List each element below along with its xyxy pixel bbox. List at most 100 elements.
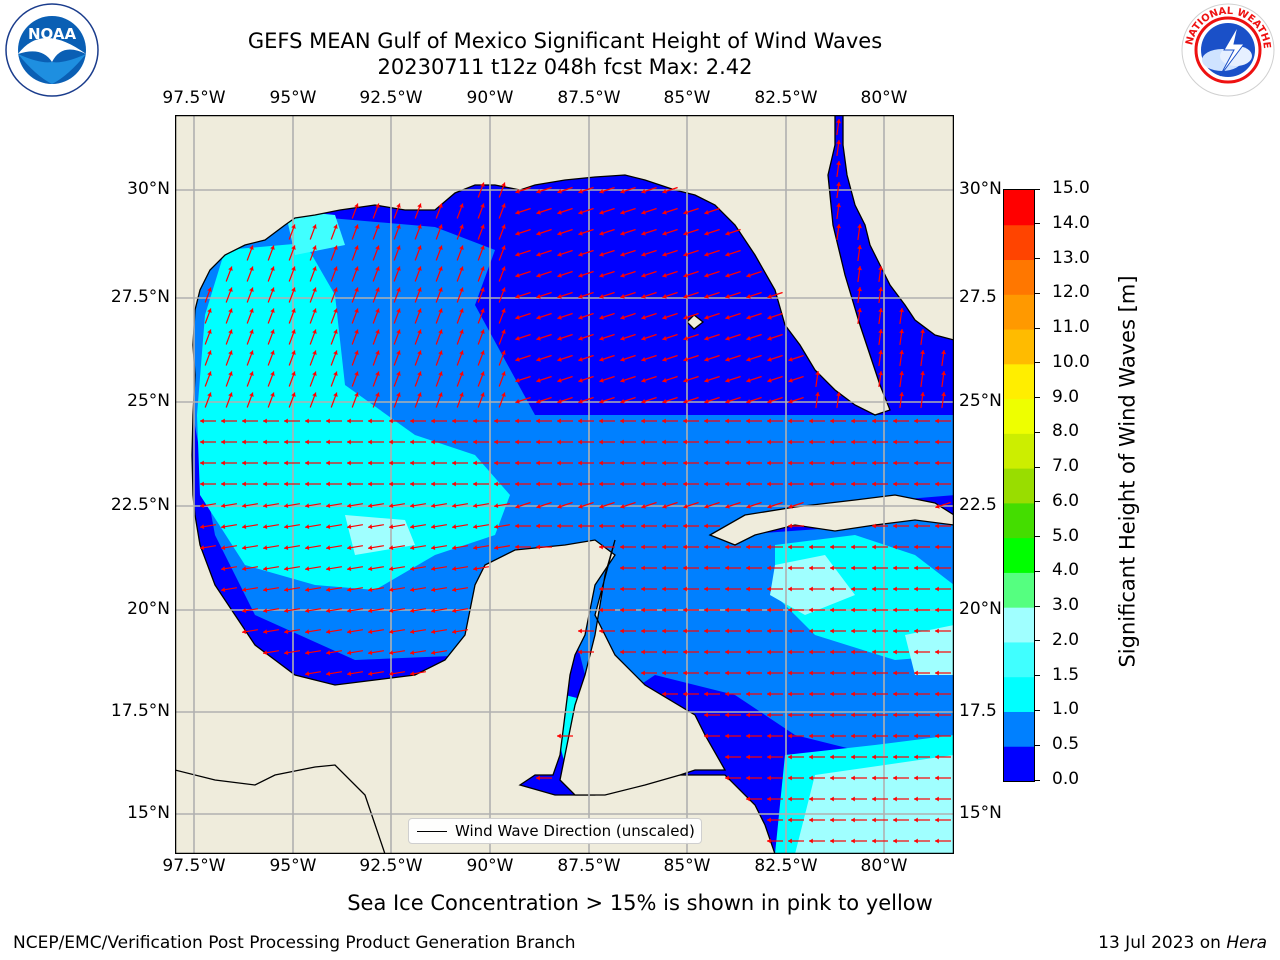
wave-direction-arrowhead — [536, 523, 540, 529]
wave-direction-arrowhead — [284, 418, 288, 424]
wave-direction-arrowhead — [221, 524, 226, 529]
wave-direction-arrowhead — [305, 608, 310, 613]
wave-direction-arrowhead — [704, 273, 709, 278]
wave-direction-arrowhead — [893, 481, 897, 487]
wave-direction-arrowhead — [396, 371, 401, 376]
colorbar-swatch — [1004, 363, 1034, 400]
wave-direction-arrowhead — [683, 357, 688, 362]
colorbar-swatch — [1004, 572, 1034, 608]
wave-direction-arrowhead — [935, 712, 939, 718]
wave-direction-arrowhead — [851, 817, 855, 823]
wave-direction-arrowhead — [431, 460, 435, 466]
wave-direction-arrowhead — [914, 607, 918, 613]
wave-direction-arrowhead — [284, 481, 288, 487]
colorbar-tick-label: 0.5 — [1052, 734, 1080, 755]
wave-direction-arrowhead — [899, 308, 904, 313]
wave-direction-arrowhead — [809, 439, 813, 445]
lat-tick-label: 22.5 — [959, 495, 997, 515]
wave-direction-arrowhead — [557, 733, 561, 739]
wave-direction-arrowhead — [480, 329, 485, 334]
island — [686, 314, 705, 330]
wave-direction-arrowhead — [410, 481, 414, 487]
wave-direction-arrowhead — [431, 481, 435, 487]
wave-direction-arrowhead — [767, 565, 771, 571]
colorbar-swatch — [1004, 468, 1034, 504]
wave-direction-arrowhead — [920, 371, 925, 376]
wave-direction-arrowhead — [767, 481, 771, 487]
wave-direction-arrowhead — [941, 371, 946, 376]
wave-direction-arrowhead — [284, 608, 289, 613]
wave-direction-arrowhead — [305, 587, 310, 592]
wave-direction-arrowhead — [417, 350, 422, 355]
wave-direction-arrowhead — [515, 231, 520, 236]
wave-direction-arrowhead — [557, 273, 562, 278]
wave-direction-arrowhead — [704, 733, 708, 739]
wave-direction-arrowhead — [494, 481, 498, 487]
wave-direction-arrowhead — [620, 565, 624, 571]
wave-direction-arrowhead — [941, 350, 946, 355]
wave-direction-arrowhead — [270, 350, 275, 355]
wave-direction-arrowhead — [893, 775, 897, 781]
wave-direction-arrowhead — [914, 754, 918, 760]
wave-direction-arrowhead — [200, 439, 204, 445]
wave-direction-arrowhead — [536, 504, 541, 509]
wave-direction-arrowhead — [935, 796, 939, 802]
lon-tick-label: 92.5°W — [359, 88, 423, 108]
wave-direction-arrowhead — [536, 336, 541, 341]
wave-direction-arrowhead — [851, 460, 855, 466]
wave-direction-arrowhead — [284, 460, 288, 466]
wave-direction-arrowhead — [599, 252, 604, 257]
wave-direction-arrowhead — [851, 712, 855, 718]
wave-direction-arrowhead — [368, 481, 372, 487]
wave-direction-arrowhead — [662, 649, 666, 655]
wave-direction-arrowhead — [480, 392, 485, 397]
wave-direction-arrowhead — [375, 287, 380, 292]
wave-direction-arrowhead — [599, 273, 604, 278]
wave-direction-arrowhead — [704, 691, 708, 697]
wave-direction-arrowhead — [935, 628, 939, 634]
wave-direction-arrowhead — [557, 523, 561, 529]
wave-direction-arrowhead — [809, 754, 813, 760]
lon-tick-label: 95°W — [269, 88, 317, 108]
wave-direction-arrowhead — [326, 587, 331, 592]
wave-direction-arrowhead — [291, 266, 296, 271]
wave-direction-arrowhead — [767, 586, 771, 592]
wave-direction-arrowhead — [459, 371, 464, 376]
wave-direction-arrowhead — [347, 650, 352, 655]
wave-direction-arrowhead — [746, 712, 750, 718]
wave-direction-arrowhead — [935, 460, 939, 466]
height-band-2-0 — [795, 755, 954, 854]
wave-direction-arrowhead — [312, 350, 317, 355]
wave-direction-arrowhead — [326, 650, 331, 655]
colorbar-tick-mark — [1034, 640, 1040, 642]
colorbar-tick-label: 9.0 — [1052, 386, 1080, 407]
wave-direction-arrowhead — [326, 629, 331, 634]
wave-direction-arrowhead — [242, 460, 246, 466]
colorbar-swatch — [1004, 711, 1034, 747]
wave-direction-arrowhead — [815, 392, 820, 397]
wave-direction-arrowhead — [459, 350, 464, 355]
wave-direction-arrowhead — [501, 266, 506, 271]
wave-direction-arrowhead — [389, 439, 393, 445]
wave-direction-arrowhead — [326, 671, 331, 676]
wave-direction-arrowhead — [410, 671, 415, 676]
colorbar-tick-label: 5.0 — [1052, 525, 1080, 546]
colorbar-tick-mark — [1034, 605, 1040, 607]
wave-direction-arrowhead — [410, 503, 415, 508]
wave-direction-arrowhead — [263, 650, 268, 655]
wave-direction-arrowhead — [851, 418, 855, 424]
wave-direction-arrowhead — [662, 523, 666, 529]
wave-direction-arrowhead — [788, 357, 793, 362]
wave-direction-arrowhead — [872, 712, 876, 718]
wave-direction-arrowhead — [788, 586, 792, 592]
wave-direction-arrowhead — [704, 481, 708, 487]
wave-direction-arrowhead — [641, 649, 645, 655]
wave-direction-arrowhead — [620, 210, 625, 215]
wave-direction-arrowhead — [375, 350, 380, 355]
wave-direction-arrowhead — [893, 670, 897, 676]
wave-direction-arrowhead — [725, 775, 729, 781]
wave-direction-arrowhead — [725, 670, 729, 676]
wave-direction-arrowhead — [368, 545, 373, 550]
wave-direction-arrowhead — [725, 252, 730, 257]
wave-direction-arrowhead — [620, 315, 625, 320]
